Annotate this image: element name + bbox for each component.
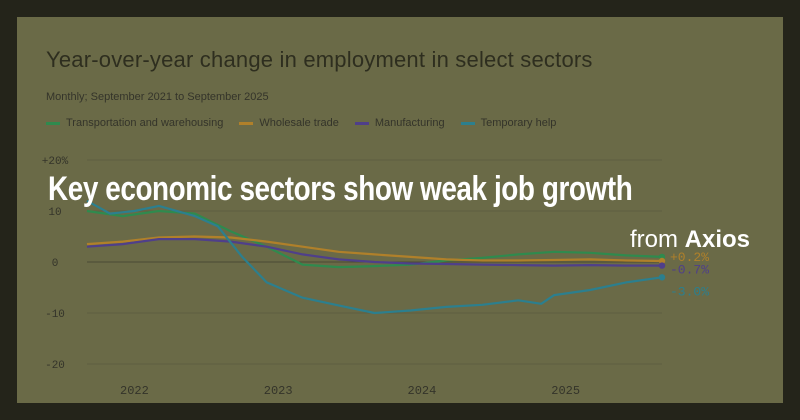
chart-subtitle: Monthly; September 2021 to September 202… — [46, 91, 269, 103]
series-end-label: +0.2% — [670, 250, 709, 265]
series-line — [86, 238, 662, 267]
series-line — [86, 199, 663, 315]
y-tick-label: -20 — [45, 360, 65, 372]
y-tick-label: 10 — [48, 207, 61, 219]
legend-label-temporary-help: Temporary help — [480, 117, 557, 129]
y-tick-label: +20% — [42, 156, 69, 168]
legend-item-wholesale: Wholesale trade — [239, 117, 339, 129]
chart-title: Year-over-year change in employment in s… — [46, 47, 593, 72]
legend-item-temporary-help: Temporary help — [460, 117, 557, 129]
series-end-dot — [658, 262, 666, 269]
headline-overlay: Key economic sectors show weak job growt… — [48, 170, 633, 208]
series-end-dot — [658, 274, 666, 281]
x-tick-label: 2022 — [120, 384, 149, 398]
y-tick-label: 0 — [52, 258, 59, 270]
chart-legend: Transportation and warehousing Wholesale… — [46, 117, 556, 129]
legend-label-wholesale: Wholesale trade — [259, 117, 339, 129]
x-tick-label: 2025 — [551, 384, 580, 398]
series-end-label: -3.0% — [670, 284, 709, 299]
legend-item-manufacturing: Manufacturing — [354, 117, 445, 129]
legend-swatch-temporary-help — [460, 121, 475, 125]
source-publisher: Axios — [684, 226, 750, 253]
legend-swatch-wholesale — [239, 121, 254, 125]
series-end-dot — [658, 257, 666, 265]
x-tick-label: 2023 — [264, 384, 293, 398]
line-chart-plot: +20% 10 0 -10 -20 2022 2023 2024 2025 +0.2%-0.7% -… — [42, 156, 709, 398]
legend-label-manufacturing: Manufacturing — [374, 117, 445, 129]
legend-swatch-manufacturing — [354, 121, 369, 125]
x-tick-label: 2024 — [408, 384, 437, 398]
series-end-label: -0.7% — [670, 263, 709, 278]
legend-item-transportation: Transportation and warehousing — [46, 117, 223, 129]
chart-card: Year-over-year change in employment in s… — [17, 17, 783, 403]
series-line — [86, 235, 663, 263]
legend-swatch-transportation — [46, 121, 60, 125]
legend-label-transportation: Transportation and warehousing — [66, 117, 224, 129]
source-credit: from Axios — [630, 226, 750, 254]
source-prefix: from — [629, 226, 685, 253]
y-tick-label: -10 — [45, 309, 65, 321]
